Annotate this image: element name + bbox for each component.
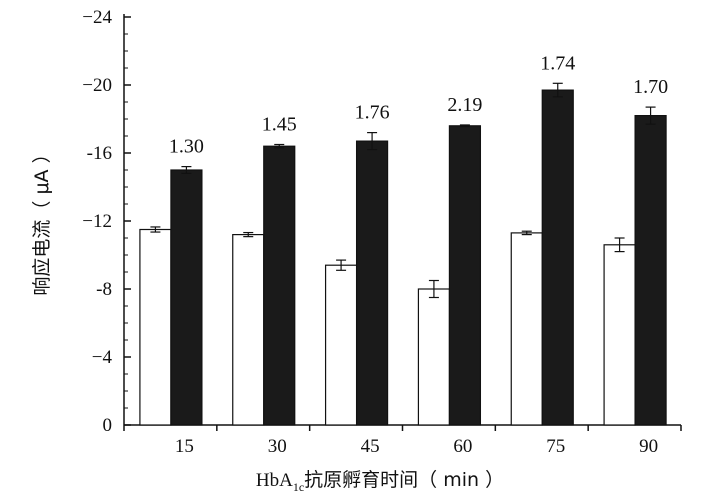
x-axis-title-rest: 抗原孵育时间（ min ）	[304, 469, 504, 491]
x-ticks: 15 30 45 60 75 90	[123, 425, 682, 457]
y-tick-label: −20	[82, 75, 112, 96]
x-axis-title-subscript: 1c	[293, 480, 304, 494]
bar-black	[634, 114, 667, 426]
y-tick-label: −4	[92, 347, 113, 368]
bar-black	[355, 140, 389, 426]
x-axis: 15 30 45 60 75 90	[123, 424, 682, 457]
y-tick-label: −12	[82, 211, 112, 232]
bar-black	[541, 89, 574, 426]
bar-black	[170, 169, 203, 426]
bar-white	[510, 232, 543, 426]
bar-white	[232, 234, 265, 426]
ratio-label: 2.19	[447, 94, 482, 116]
bars	[139, 82, 667, 426]
bar-black	[448, 125, 482, 426]
bar-black	[263, 145, 296, 426]
x-tick-label: 75	[546, 436, 565, 457]
y-tick-label: -8	[96, 279, 112, 300]
bar-white	[603, 244, 636, 426]
y-tick-label: −24	[82, 7, 112, 28]
ratio-label: 1.45	[262, 114, 297, 136]
x-tick-label: 15	[175, 436, 194, 457]
y-tick-label: -16	[87, 143, 112, 164]
ratio-label: 1.74	[540, 52, 575, 74]
x-tick-label: 30	[268, 436, 287, 457]
x-axis-title: HbA1c抗原孵育时间（ min ）	[256, 469, 504, 494]
y-axis-title: 响应电流（ μA ）	[31, 144, 53, 295]
x-axis-title-main: HbA	[256, 470, 293, 491]
y-tick-label: 0	[103, 415, 113, 436]
y-axis: 0 −4 -8 −12 -16 −20 −24	[82, 7, 131, 436]
ratio-label: 1.76	[355, 102, 390, 124]
x-tick-label: 60	[453, 436, 472, 457]
bar-white	[139, 228, 172, 426]
bar-white	[324, 264, 358, 426]
ratio-label: 1.30	[169, 136, 204, 158]
y-ticks: 0 −4 -8 −12 -16 −20 −24	[82, 7, 131, 436]
bar-white	[417, 288, 451, 426]
ratio-label: 1.70	[633, 76, 668, 98]
data-labels: 1.30 1.45 1.76 2.19 1.74 1.70	[169, 52, 668, 157]
x-tick-label: 45	[361, 436, 380, 457]
x-tick-label: 90	[639, 436, 658, 457]
